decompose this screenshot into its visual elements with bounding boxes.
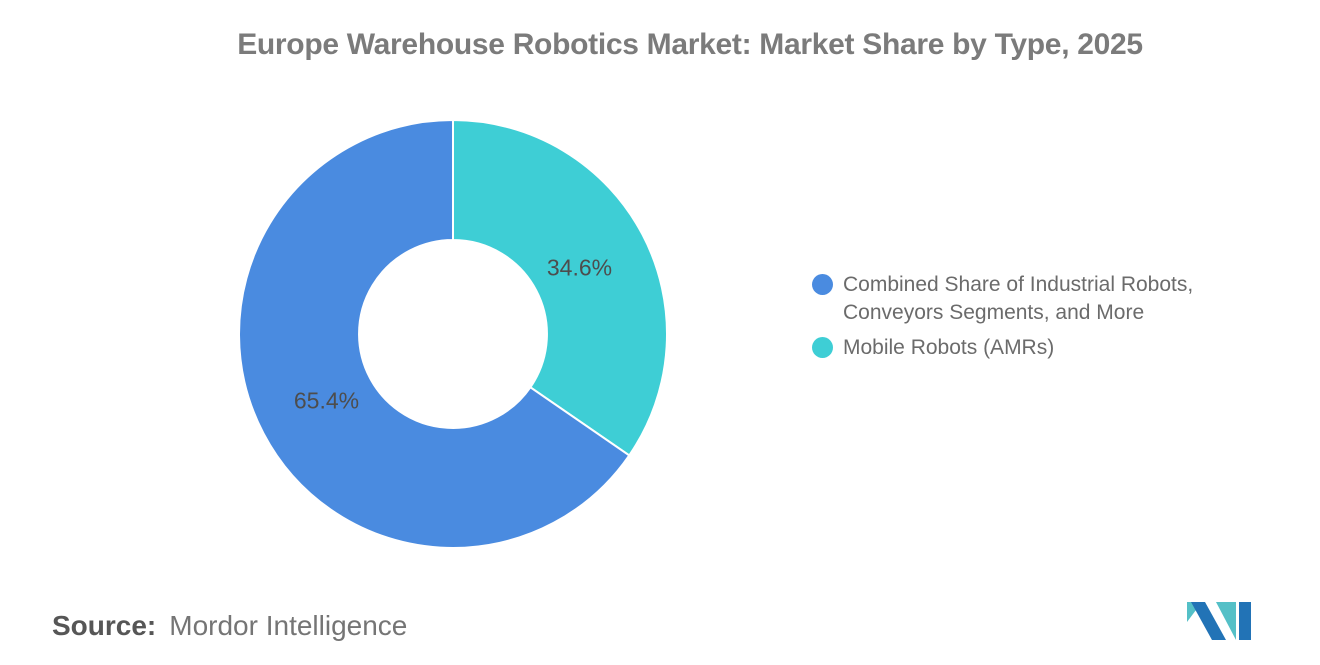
source-label: Source:	[52, 610, 157, 641]
legend-item-mobile-robots[interactable]: Mobile Robots (AMRs)	[812, 334, 1243, 362]
data-label-mobile-robots: 34.6%	[547, 255, 612, 281]
pie-slice-mobile-robots[interactable]	[452, 118, 668, 457]
legend-label-mobile-robots: Mobile Robots (AMRs)	[843, 336, 1055, 359]
mordor-intelligence-logo	[1187, 602, 1251, 640]
legend-item-industrial-combined[interactable]: Combined Share of Industrial Robots, Con…	[812, 271, 1243, 327]
source-line: Source: Mordor Intelligence	[52, 610, 407, 642]
legend-marker-industrial-combined	[812, 274, 833, 295]
logo-blue-bar	[1239, 602, 1251, 640]
donut-svg: 34.6% 65.4%	[238, 118, 668, 549]
source-value: Mordor Intelligence	[169, 610, 408, 641]
logo-teal-triangle-middle	[1216, 602, 1236, 640]
legend: Combined Share of Industrial Robots, Con…	[812, 271, 1243, 362]
legend-label-industrial-combined: Combined Share of Industrial Robots, Con…	[843, 273, 1194, 324]
data-label-industrial-combined: 65.4%	[294, 388, 359, 414]
pie-slice-industrial-combined[interactable]	[238, 118, 631, 549]
logo-blue-diagonal	[1191, 602, 1226, 640]
legend-marker-mobile-robots	[812, 337, 833, 358]
donut-chart: 34.6% 65.4%	[225, 106, 681, 562]
chart-title: Europe Warehouse Robotics Market: Market…	[237, 28, 1143, 61]
